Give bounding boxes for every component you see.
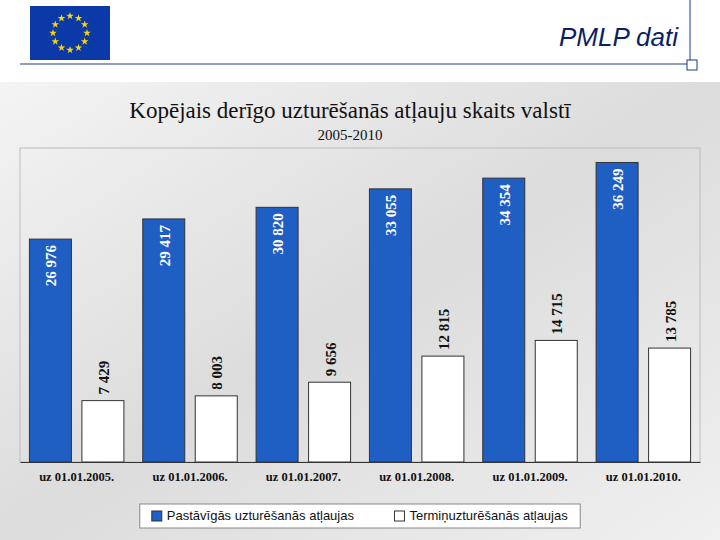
- legend-swatch: [394, 511, 404, 521]
- chart-subtitle: 2005-2010: [318, 127, 383, 143]
- data-label: 12 815: [436, 309, 452, 350]
- bar: [369, 189, 411, 462]
- legend-item: Termiņuzturēšanās atļaujas: [394, 508, 568, 523]
- bar: [195, 396, 237, 462]
- flag-star: [75, 44, 83, 51]
- chart-title: Kopējais derīgo uzturēšanās atļauju skai…: [129, 98, 571, 124]
- x-tick: uz 01.01.2009.: [493, 462, 568, 484]
- data-label: 33 055: [383, 195, 399, 236]
- data-label: 34 354: [497, 184, 513, 226]
- legend-label: Pastāvīgās uzturēšanās atļaujas: [167, 508, 355, 523]
- header-title: PMLP dati: [559, 22, 679, 52]
- data-label: 14 715: [549, 293, 565, 334]
- legend: Pastāvīgās uzturēšanās atļaujas Termiņuzt…: [140, 504, 580, 528]
- bar: [535, 340, 577, 462]
- canvas: PMLP dati Kopējais derīgo uzturēšanās atļ…: [0, 0, 720, 540]
- flag-star: [49, 29, 57, 36]
- flag-star: [66, 46, 74, 53]
- data-label: 8 003: [209, 356, 225, 390]
- flag-star: [58, 44, 66, 51]
- data-label: 36 249: [610, 168, 626, 209]
- x-tick-label: uz 01.01.2009.: [493, 470, 568, 484]
- x-tick-label: uz 01.01.2010.: [606, 470, 681, 484]
- x-tick: uz 01.01.2005.: [39, 462, 114, 484]
- bar: [82, 401, 124, 462]
- x-tick: uz 01.01.2008.: [379, 462, 454, 484]
- x-tick-label: uz 01.01.2006.: [153, 470, 228, 484]
- data-labels: 26 976 29 417 30 820 33 055 34 354 36 249 7 42…: [43, 168, 678, 394]
- flag-star: [81, 20, 89, 27]
- bar: [256, 207, 298, 462]
- bar: [596, 162, 638, 462]
- data-label: 9 656: [323, 342, 339, 376]
- bars: [29, 162, 690, 462]
- flag-star: [58, 14, 66, 21]
- flag-star: [83, 29, 91, 36]
- x-tick-label: uz 01.01.2008.: [379, 470, 454, 484]
- flag-field: [30, 6, 110, 60]
- header-band: [0, 0, 720, 82]
- bar: [29, 239, 71, 462]
- flag-star: [66, 12, 74, 19]
- data-label: 29 417: [157, 224, 173, 266]
- header-rule: [20, 64, 690, 65]
- x-tick: uz 01.01.2010.: [606, 462, 681, 484]
- data-label: 13 785: [663, 301, 679, 342]
- header-corner: [687, 60, 697, 70]
- x-tick-label: uz 01.01.2005.: [39, 470, 114, 484]
- flag-star: [75, 14, 83, 21]
- flag-star: [81, 37, 89, 44]
- plot-frame: [20, 148, 700, 462]
- x-tick: uz 01.01.2006.: [153, 462, 228, 484]
- legend-item: Pastāvīgās uzturēšanās atļaujas: [152, 508, 355, 523]
- x-axis: uz 01.01.2005. uz 01.01.2006. uz 01.01.200…: [21, 462, 701, 484]
- bar: [309, 382, 351, 462]
- legend-label: Termiņuzturēšanās atļaujas: [409, 508, 568, 523]
- bar: [143, 219, 185, 462]
- flag-star: [51, 20, 59, 27]
- legend-box: [140, 504, 580, 528]
- x-tick: uz 01.01.2007.: [266, 462, 341, 484]
- flag-star: [51, 37, 59, 44]
- bar: [483, 178, 525, 462]
- x-axis-line: [21, 462, 701, 463]
- chart-background: [0, 82, 720, 540]
- legend-swatch: [152, 511, 162, 521]
- bar: [422, 356, 464, 462]
- data-label: 26 976: [43, 245, 59, 287]
- data-label: 30 820: [270, 213, 286, 254]
- header-side-rule: [690, 0, 691, 64]
- data-label: 7 429: [96, 361, 112, 395]
- bar: [649, 348, 691, 462]
- eu-flag: [30, 6, 110, 60]
- x-tick-label: uz 01.01.2007.: [266, 470, 341, 484]
